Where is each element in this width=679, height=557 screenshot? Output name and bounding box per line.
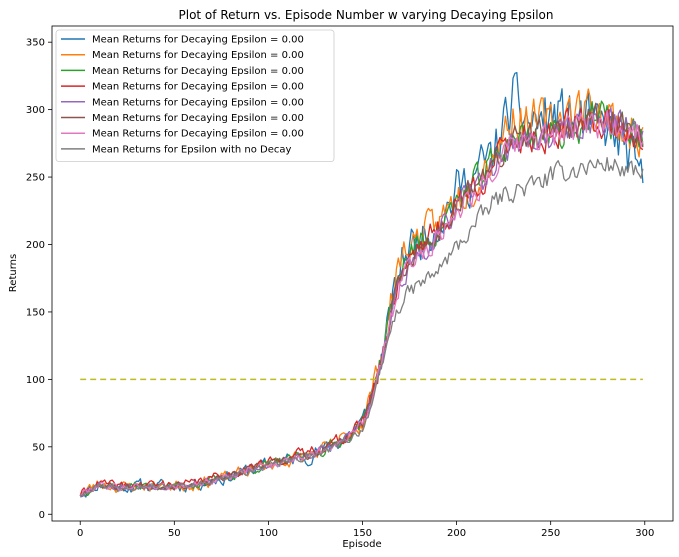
x-axis-title: Episode — [342, 539, 381, 550]
x-tick-label: 150 — [353, 528, 372, 539]
y-tick-label: 300 — [26, 105, 45, 116]
legend: Mean Returns for Decaying Epsilon = 0.00… — [55, 29, 335, 163]
legend-label: Mean Returns for Decaying Epsilon = 0.00 — [92, 35, 304, 46]
legend-label: Mean Returns for Decaying Epsilon = 0.00 — [92, 66, 304, 77]
axis-layer: 0 50 100 150 200 250 300 0 50 100 150 200 250 300 350 — [26, 38, 654, 539]
y-tick-label: 250 — [26, 173, 45, 184]
legend-box — [55, 29, 335, 163]
x-tick-label: 0 — [77, 528, 83, 539]
legend-label: Mean Returns for Decaying Epsilon = 0.00 — [92, 50, 304, 61]
x-tick-label: 200 — [447, 528, 466, 539]
x-tick-label: 100 — [259, 528, 278, 539]
series-line-7 — [79, 109, 644, 496]
y-tick-label: 150 — [26, 307, 45, 318]
series-line-2 — [79, 88, 644, 497]
legend-label: Mean Returns for Decaying Epsilon = 0.00 — [92, 82, 304, 93]
legend-label: Mean Returns for Decaying Epsilon = 0.00 — [92, 129, 304, 140]
chart-title: Plot of Return vs. Episode Number w vary… — [179, 8, 554, 22]
legend-label: Mean Returns for Decaying Epsilon = 0.00 — [92, 97, 304, 108]
x-tick-label: 50 — [168, 528, 181, 539]
series-line-8 — [80, 157, 644, 497]
x-tick-label: 250 — [541, 528, 560, 539]
legend-label: Mean Returns for Decaying Epsilon = 0.00 — [92, 113, 304, 124]
legend-label: Mean Returns for Epsilon with no Decay — [92, 144, 292, 155]
y-tick-label: 50 — [32, 442, 45, 453]
x-tick-label: 300 — [635, 528, 654, 539]
y-tick-label: 350 — [26, 38, 45, 49]
y-tick-label: 200 — [26, 240, 45, 251]
series-layer — [79, 71, 644, 498]
y-tick-label: 0 — [39, 510, 45, 521]
y-axis-title: Returns — [8, 254, 19, 292]
y-tick-label: 100 — [26, 375, 45, 386]
